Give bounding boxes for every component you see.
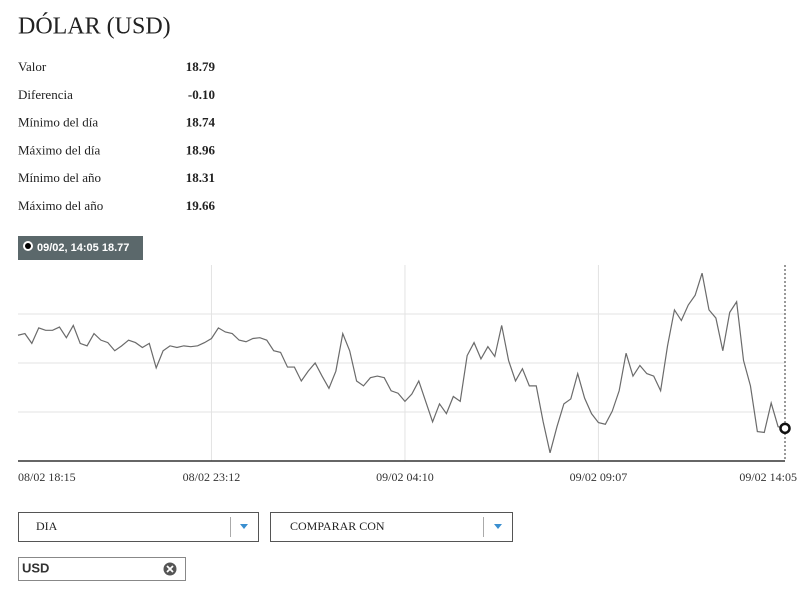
stat-label: Diferencia (18, 87, 73, 102)
stat-label: Mínimo del año (18, 170, 101, 185)
tooltip: 09/02, 14:05 18.77 (18, 236, 143, 260)
tag-box (18, 557, 186, 581)
stat-value: 19.66 (186, 198, 216, 213)
tag: USD (18, 557, 186, 581)
tooltip-label: 09/02, 14:05 18.77 (37, 242, 129, 254)
stats-table: Valor 18.79 Diferencia -0.10 Mínimo del día 1… (18, 59, 216, 213)
x-tick-label: 08/02 23:12 (183, 470, 241, 484)
x-tick-label: 09/02 09:07 (570, 470, 628, 484)
tag-label: USD (22, 560, 49, 575)
select-box[interactable] (270, 512, 513, 542)
stat-value: 18.79 (186, 59, 216, 74)
compare-select[interactable]: COMPARAR CON (270, 512, 513, 542)
stat-value: -0.10 (188, 87, 215, 102)
select-label: DIA (36, 519, 58, 533)
chart: 08/02 18:15 08/02 23:12 09/02 04:10 09/02 0… (17, 265, 797, 484)
end-marker (779, 422, 791, 435)
stat-label: Máximo del año (18, 198, 103, 213)
select-arrow[interactable] (494, 524, 502, 529)
tooltip-marker-dot (25, 243, 31, 249)
stat-label: Valor (18, 59, 47, 74)
x-tick-label: 09/02 04:10 (376, 470, 434, 484)
tag-remove-x (166, 565, 174, 573)
stat-value: 18.74 (186, 115, 216, 130)
select-label: COMPARAR CON (290, 519, 385, 533)
period-select[interactable]: DIA (18, 512, 259, 542)
select-box[interactable] (18, 512, 259, 542)
tooltip-box (18, 236, 143, 260)
select-arrow[interactable] (240, 524, 248, 529)
stat-value: 18.31 (186, 170, 215, 185)
stat-label: Mínimo del día (18, 115, 98, 130)
x-tick-label: 08/02 18:15 (18, 470, 76, 484)
page-title: DÓLAR (USD) (18, 13, 171, 40)
stat-label: Máximo del día (18, 142, 101, 157)
line-series (17, 272, 786, 453)
stat-value: 18.96 (186, 142, 216, 157)
x-tick-label: 09/02 14:05 (739, 470, 797, 484)
